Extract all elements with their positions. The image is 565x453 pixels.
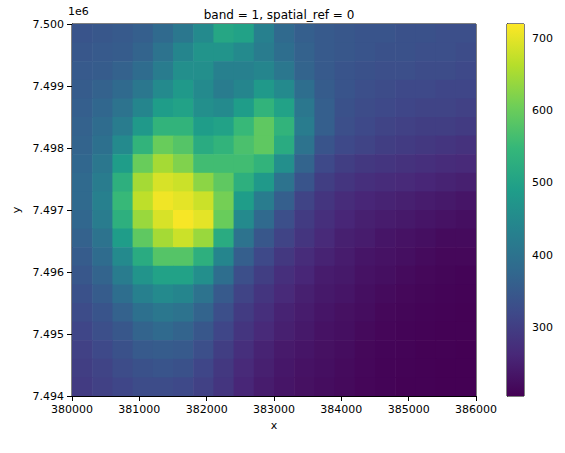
svg-text:384000: 384000: [320, 403, 362, 416]
svg-text:7.494: 7.494: [33, 390, 65, 403]
svg-text:386000: 386000: [455, 403, 497, 416]
svg-text:500: 500: [532, 176, 553, 189]
svg-text:7.496: 7.496: [33, 266, 65, 279]
svg-text:400: 400: [532, 249, 553, 262]
svg-text:383000: 383000: [253, 403, 295, 416]
svg-text:300: 300: [532, 321, 553, 334]
svg-text:7.499: 7.499: [33, 80, 65, 93]
svg-text:7.495: 7.495: [33, 328, 65, 341]
svg-text:700: 700: [532, 32, 553, 45]
svg-text:380000: 380000: [51, 403, 93, 416]
svg-text:7.497: 7.497: [33, 204, 65, 217]
svg-text:385000: 385000: [388, 403, 430, 416]
svg-text:382000: 382000: [186, 403, 228, 416]
svg-text:band = 1, spatial_ref = 0: band = 1, spatial_ref = 0: [204, 8, 355, 22]
svg-text:600: 600: [532, 104, 553, 117]
svg-text:7.498: 7.498: [33, 142, 65, 155]
svg-text:1e6: 1e6: [68, 5, 89, 18]
svg-text:y: y: [10, 206, 23, 213]
svg-text:7.500: 7.500: [33, 18, 65, 31]
svg-text:x: x: [271, 419, 278, 432]
svg-text:381000: 381000: [118, 403, 160, 416]
